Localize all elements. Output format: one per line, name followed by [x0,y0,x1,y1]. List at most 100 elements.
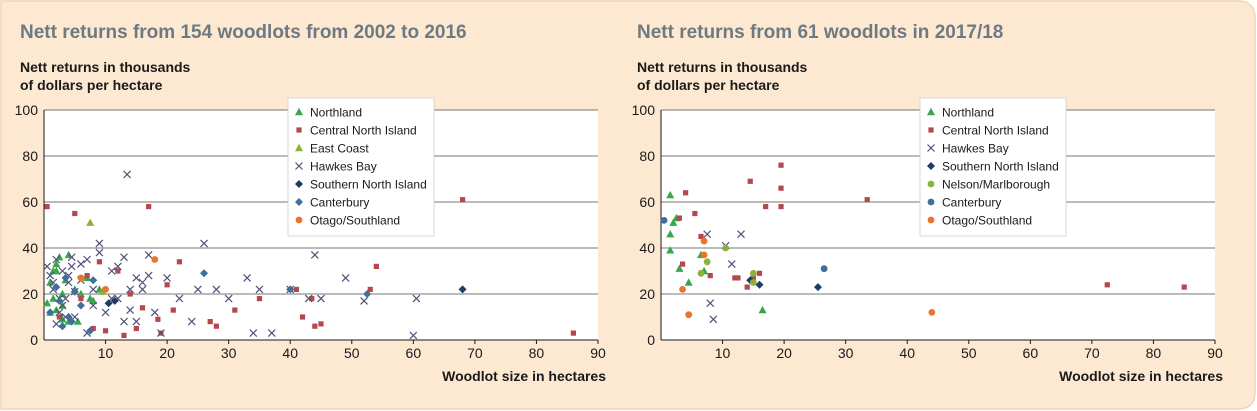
left-point-stroke [58,301,67,310]
left-legend-label: Southern North Island [310,178,427,192]
left-legend-marker-stroke [295,162,303,170]
left-point-stroke [95,239,104,248]
left-chart-title: Nett returns from 154 woodlots from 2002… [20,22,467,43]
left-y-tick-label: 80 [22,148,38,164]
left-point [83,255,92,264]
right-point [778,162,784,168]
right-point [820,265,828,273]
right-point [707,273,713,279]
left-point [95,248,104,257]
left-y-axis-label-line-2: of dollars per hectare [20,77,163,93]
left-point [102,328,109,334]
right-chart-title: Nett returns from 61 woodlots in 2017/18 [637,22,1004,43]
left-point [255,285,264,294]
left-point [46,271,55,280]
left-point [49,266,58,275]
right-y-axis-label: Nett returns in thousands of dollars per… [637,58,807,94]
right-legend-label: Southern North Island [942,160,1059,174]
right-point [763,204,769,210]
left-point [56,314,62,320]
left-point [341,273,350,282]
left-point [52,255,61,264]
right-x-tick-label: 60 [1023,345,1039,361]
right-point [703,258,711,266]
left-point-stroke [123,170,132,179]
right-x-tick-label: 70 [1084,345,1100,361]
right-point-stroke [706,299,715,308]
left-point [139,305,146,311]
left-point-stroke [187,317,196,326]
left-point [146,204,152,210]
left-point [570,330,576,336]
left-legend-marker [295,180,303,188]
left-point [77,274,85,282]
left-point-stroke [64,278,73,287]
left-point-stroke [43,262,52,271]
left-point [95,239,104,248]
left-legend-marker [296,127,302,133]
left-point [89,285,98,294]
left-point [101,308,110,317]
left-point-stroke [120,317,128,326]
left-point-stroke [341,273,350,282]
right-point [692,210,698,217]
left-x-tick-label: 90 [590,345,606,361]
right-point [1104,282,1110,288]
left-point-stroke [360,296,369,305]
left-x-tick-label: 30 [221,345,237,361]
left-legend-marker [295,143,303,152]
left-point-stroke [163,273,172,282]
right-x-tick-label: 90 [1207,345,1223,361]
left-point [373,263,379,269]
left-point-stroke [144,250,153,259]
right-legend-label: Otago/Southland [942,214,1032,228]
right-legend-marker [927,144,935,152]
right-point [697,269,705,277]
left-y-tick-label: 100 [15,102,39,118]
left-point [72,210,78,217]
left-point [123,170,132,179]
left-point-stroke [132,273,141,282]
left-point [61,273,70,282]
left-point-stroke [49,278,58,287]
left-x-tick-label: 40 [282,345,298,361]
left-point-stroke [77,260,85,269]
right-point [679,261,686,267]
left-point-stroke [175,294,184,303]
left-point-stroke [126,285,135,294]
right-legend-marker [928,127,934,133]
right-legend-marker [927,162,935,170]
left-point [70,287,79,296]
right-y-tick-label: 20 [639,286,655,302]
right-y-tick-label: 100 [632,102,656,118]
left-y-tick-label: 20 [22,286,38,302]
right-point [1181,284,1187,290]
left-y-tick-label: 40 [22,240,38,256]
left-point [58,267,67,275]
left-point [86,218,95,226]
right-point [928,309,936,316]
right-point [737,230,745,239]
left-point-stroke [255,285,264,294]
right-point [735,275,741,281]
right-point [722,244,730,252]
right-point [676,215,683,221]
left-point [256,296,263,302]
left-point [49,294,58,302]
left-point [86,294,95,302]
left-point [213,323,219,329]
left-point [409,331,418,340]
left-legend-marker [295,162,303,170]
left-legend-label: Canterbury [310,196,369,210]
left-point [317,294,325,303]
left-point-stroke [317,294,325,303]
left-legend-label: Northland [310,106,362,120]
right-point-stroke [703,230,712,239]
left-point [309,296,315,302]
left-point [58,322,67,331]
right-point [660,217,668,224]
left-point-stroke [157,329,165,338]
left-point-stroke [89,301,98,310]
left-point [458,285,467,294]
left-point [90,325,96,332]
